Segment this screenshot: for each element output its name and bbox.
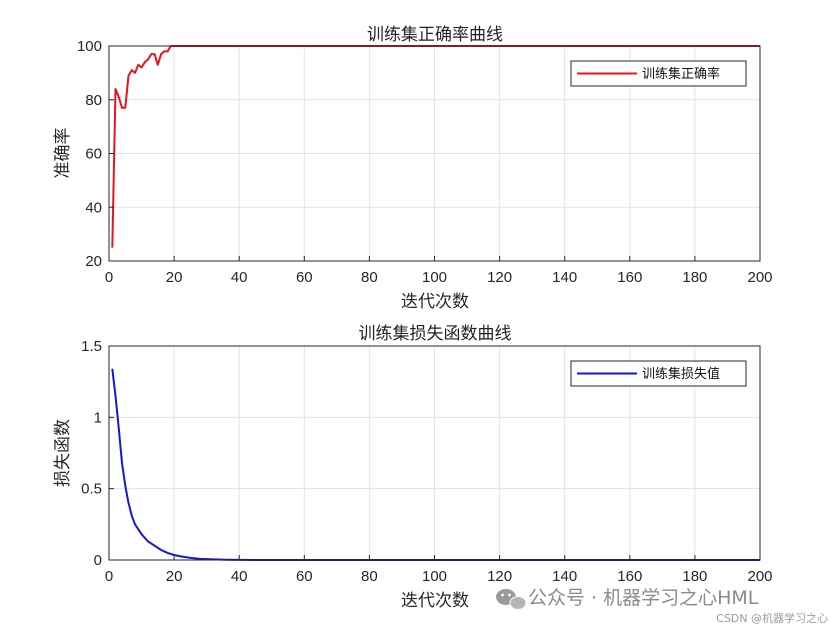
loss-y-tick-label: 0.5 (81, 481, 102, 498)
accuracy-x-tick-label: 20 (166, 269, 183, 286)
accuracy-x-tick-label: 120 (487, 269, 512, 286)
loss-x-tick-label: 100 (422, 568, 447, 585)
loss-y-tick-label: 1.5 (81, 338, 102, 355)
accuracy-y-axis-label: 准确率 (53, 128, 73, 179)
accuracy-y-tick-label: 100 (77, 38, 102, 55)
loss-y-axis-label: 损失函数 (53, 419, 73, 487)
loss-x-tick-label: 20 (166, 568, 183, 585)
accuracy-x-tick-label: 60 (296, 269, 313, 286)
loss-x-tick-label: 120 (487, 568, 512, 585)
loss-y-tick-label: 1 (94, 409, 102, 426)
watermark-text: 公众号 · 机器学习之心HML (528, 587, 759, 609)
loss-y-tick-label: 0 (94, 552, 102, 569)
loss-legend-label: 训练集损失值 (642, 366, 720, 382)
accuracy-lines (111, 45, 760, 248)
loss-y-ticks: 0 0.5 1 1.5 (81, 338, 114, 569)
loss-x-axis-label: 迭代次数 (401, 591, 469, 611)
loss-x-tick-label: 180 (682, 568, 707, 585)
accuracy-x-ticks: 0 20 40 60 80 100 120 140 160 180 200 (105, 256, 773, 286)
watermark: 公众号 · 机器学习之心HML CSDN @机器学习之心 (496, 587, 828, 625)
loss-x-tick-label: 160 (617, 568, 642, 585)
wechat-icon (496, 589, 527, 610)
watermark-credit: CSDN @机器学习之心 (716, 611, 828, 625)
accuracy-x-tick-label: 160 (617, 269, 642, 286)
loss-subplot: 训练集损失函数曲线 0 20 40 60 80 100 120 140 160 180 200 00… (53, 324, 773, 611)
loss-chart-title: 训练集损失函数曲线 (359, 324, 512, 344)
accuracy-legend: 训练集正确率 (570, 60, 747, 87)
loss-x-tick-label: 140 (552, 568, 577, 585)
accuracy-subplot: 训练集正确率曲线 0 20 40 60 80 100 120 140 160 180 200 204… (53, 25, 773, 312)
loss-x-tick-label: 60 (296, 568, 313, 585)
accuracy-y-tick-label: 40 (85, 199, 102, 216)
accuracy-chart-title: 训练集正确率曲线 (367, 25, 503, 45)
loss-x-ticks: 0 20 40 60 80 100 120 140 160 180 200 (105, 555, 773, 585)
accuracy-y-tick-label: 60 (85, 146, 102, 163)
loss-legend: 训练集损失值 (570, 360, 747, 387)
loss-x-tick-label: 80 (361, 568, 378, 585)
accuracy-x-axis-label: 迭代次数 (401, 292, 469, 312)
accuracy-y-ticks: 20 40 60 80 100 (77, 38, 114, 270)
loss-grid (109, 346, 760, 560)
accuracy-x-tick-label: 0 (105, 269, 113, 286)
accuracy-x-tick-label: 100 (422, 269, 447, 286)
accuracy-legend-label: 训练集正确率 (642, 66, 720, 82)
loss-x-tick-label: 0 (105, 568, 113, 585)
accuracy-y-tick-label: 20 (85, 253, 102, 270)
accuracy-x-tick-label: 40 (231, 269, 248, 286)
accuracy-x-tick-label: 80 (361, 269, 378, 286)
loss-x-tick-label: 40 (231, 568, 248, 585)
loss-x-tick-label: 200 (747, 568, 772, 585)
accuracy-y-tick-label: 80 (85, 92, 102, 109)
accuracy-x-tick-label: 180 (682, 269, 707, 286)
accuracy-series-line (111, 45, 760, 248)
accuracy-x-tick-label: 140 (552, 269, 577, 286)
accuracy-x-tick-label: 200 (747, 269, 772, 286)
